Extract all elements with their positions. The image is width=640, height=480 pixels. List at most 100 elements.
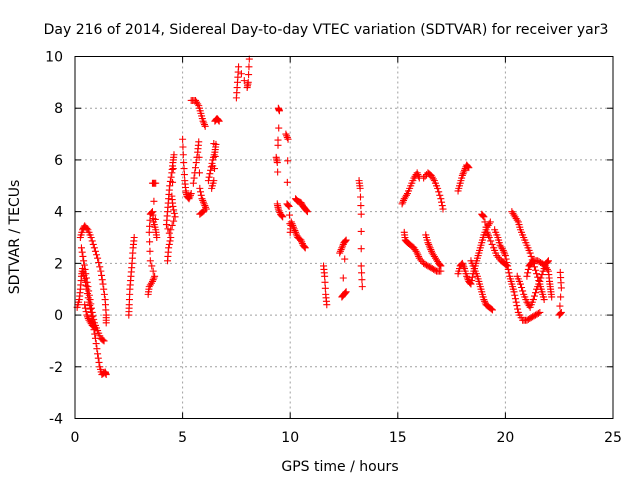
data-point [303,207,311,215]
data-point [532,289,540,297]
data-point [79,252,87,260]
data-point [487,237,495,245]
data-point [342,288,350,296]
data-point [435,260,443,268]
data-point [534,273,542,281]
data-point [180,159,188,167]
data-point [342,236,350,244]
data-point [523,272,531,280]
data-point [167,173,175,181]
data-point [536,277,544,285]
data-point [205,173,213,181]
data-point [341,290,349,298]
data-point [86,296,94,304]
data-point [169,165,177,173]
y-tick-label: 10 [45,50,63,66]
data-point [288,220,296,228]
data-point [194,100,202,108]
data-point [94,354,102,362]
data-point [321,284,329,292]
data-point [341,238,349,246]
data-point [511,291,519,299]
data-point [201,122,209,130]
data-point [512,298,520,306]
data-point [186,191,194,199]
data-point [284,201,292,209]
data-point [283,132,291,140]
data-point [414,171,422,179]
series-arc-w [454,161,473,195]
series-arc-d [81,301,99,332]
data-point [180,171,188,179]
data-point [557,309,565,317]
data-point [89,312,97,320]
plot-frame [74,56,614,419]
data-point [187,190,195,198]
data-point [277,211,285,219]
series-arc-f [144,179,161,298]
data-point [153,234,161,241]
data-point [99,336,107,344]
data-point [424,239,432,247]
data-point [207,163,215,171]
series-arc-q [336,236,350,301]
data-point [556,302,564,310]
data-point [436,261,444,269]
data-point [557,293,565,301]
data-point [500,248,508,256]
data-point [301,244,309,252]
data-point [168,221,176,229]
data-point [278,212,286,220]
data-point [179,143,187,151]
data-point [170,151,178,159]
data-point [189,179,197,187]
data-point [98,271,106,279]
series-arc-l [232,55,253,102]
data-point [209,162,217,170]
data-point [468,273,476,281]
data-point [399,198,407,206]
data-point [100,337,108,345]
data-point [275,207,283,215]
data-point [83,311,91,319]
data-point [358,276,366,284]
series-arc-ab [508,208,548,304]
data-point [91,247,99,255]
data-point [524,265,532,273]
data-point [502,255,510,263]
data-point [291,227,299,235]
data-point [297,236,305,244]
data-point [323,301,331,309]
data-point [510,288,518,296]
data-point [336,247,344,255]
x-axis-label: GPS time / hours [281,459,398,475]
data-point [292,228,300,236]
data-point [538,271,546,279]
data-point [244,78,252,86]
data-point [200,121,208,129]
data-point [146,247,154,255]
data-point [215,117,223,125]
data-point [484,230,492,238]
data-point [413,169,421,177]
y-tick-label: 2 [54,256,63,272]
data-point [341,255,349,263]
chart-title: Day 216 of 2014, Sidereal Day-to-day VTE… [44,22,609,38]
data-point [180,165,188,173]
data-point [192,164,200,172]
data-point [94,254,102,262]
data-point [245,71,253,79]
series-arc-e [125,234,138,319]
x-tick-label: 25 [604,430,622,446]
data-point [514,305,522,313]
series-arc-u [420,169,447,213]
data-point [458,259,466,267]
data-point [97,267,105,275]
data-point [284,135,292,143]
data-point [274,104,282,112]
data-point [485,234,493,241]
data-point [84,313,92,321]
data-point [192,159,200,167]
data-point [151,215,159,223]
x-tick-label: 0 [71,430,80,446]
